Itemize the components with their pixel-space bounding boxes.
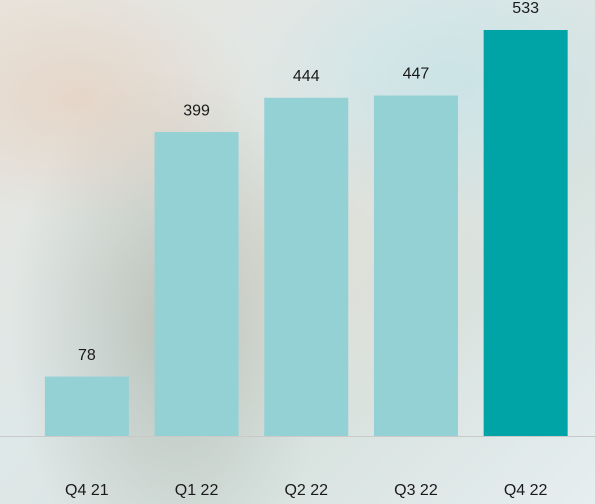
value-label: 444 (293, 68, 320, 85)
value-label: 447 (403, 66, 430, 83)
value-label: 533 (512, 0, 539, 17)
x-tick-label: Q1 22 (175, 482, 219, 499)
bar (45, 377, 129, 436)
screen: Q4 21 78 Q1 22 399 Q2 22 444 Q3 22 447 Q4 22 533 (0, 0, 595, 504)
bar (484, 30, 568, 436)
value-label: 399 (183, 102, 210, 119)
value-label: 78 (78, 347, 96, 364)
chart: Q4 21 78 Q1 22 399 Q2 22 444 Q3 22 447 Q4 22 533 (0, 0, 595, 504)
x-tick-label: Q4 21 (65, 482, 109, 499)
bar (264, 98, 348, 436)
x-tick-label: Q4 22 (504, 482, 548, 499)
x-tick-label: Q3 22 (394, 482, 438, 499)
bar (374, 96, 458, 436)
x-tick-label: Q2 22 (284, 482, 328, 499)
bar (155, 132, 239, 436)
